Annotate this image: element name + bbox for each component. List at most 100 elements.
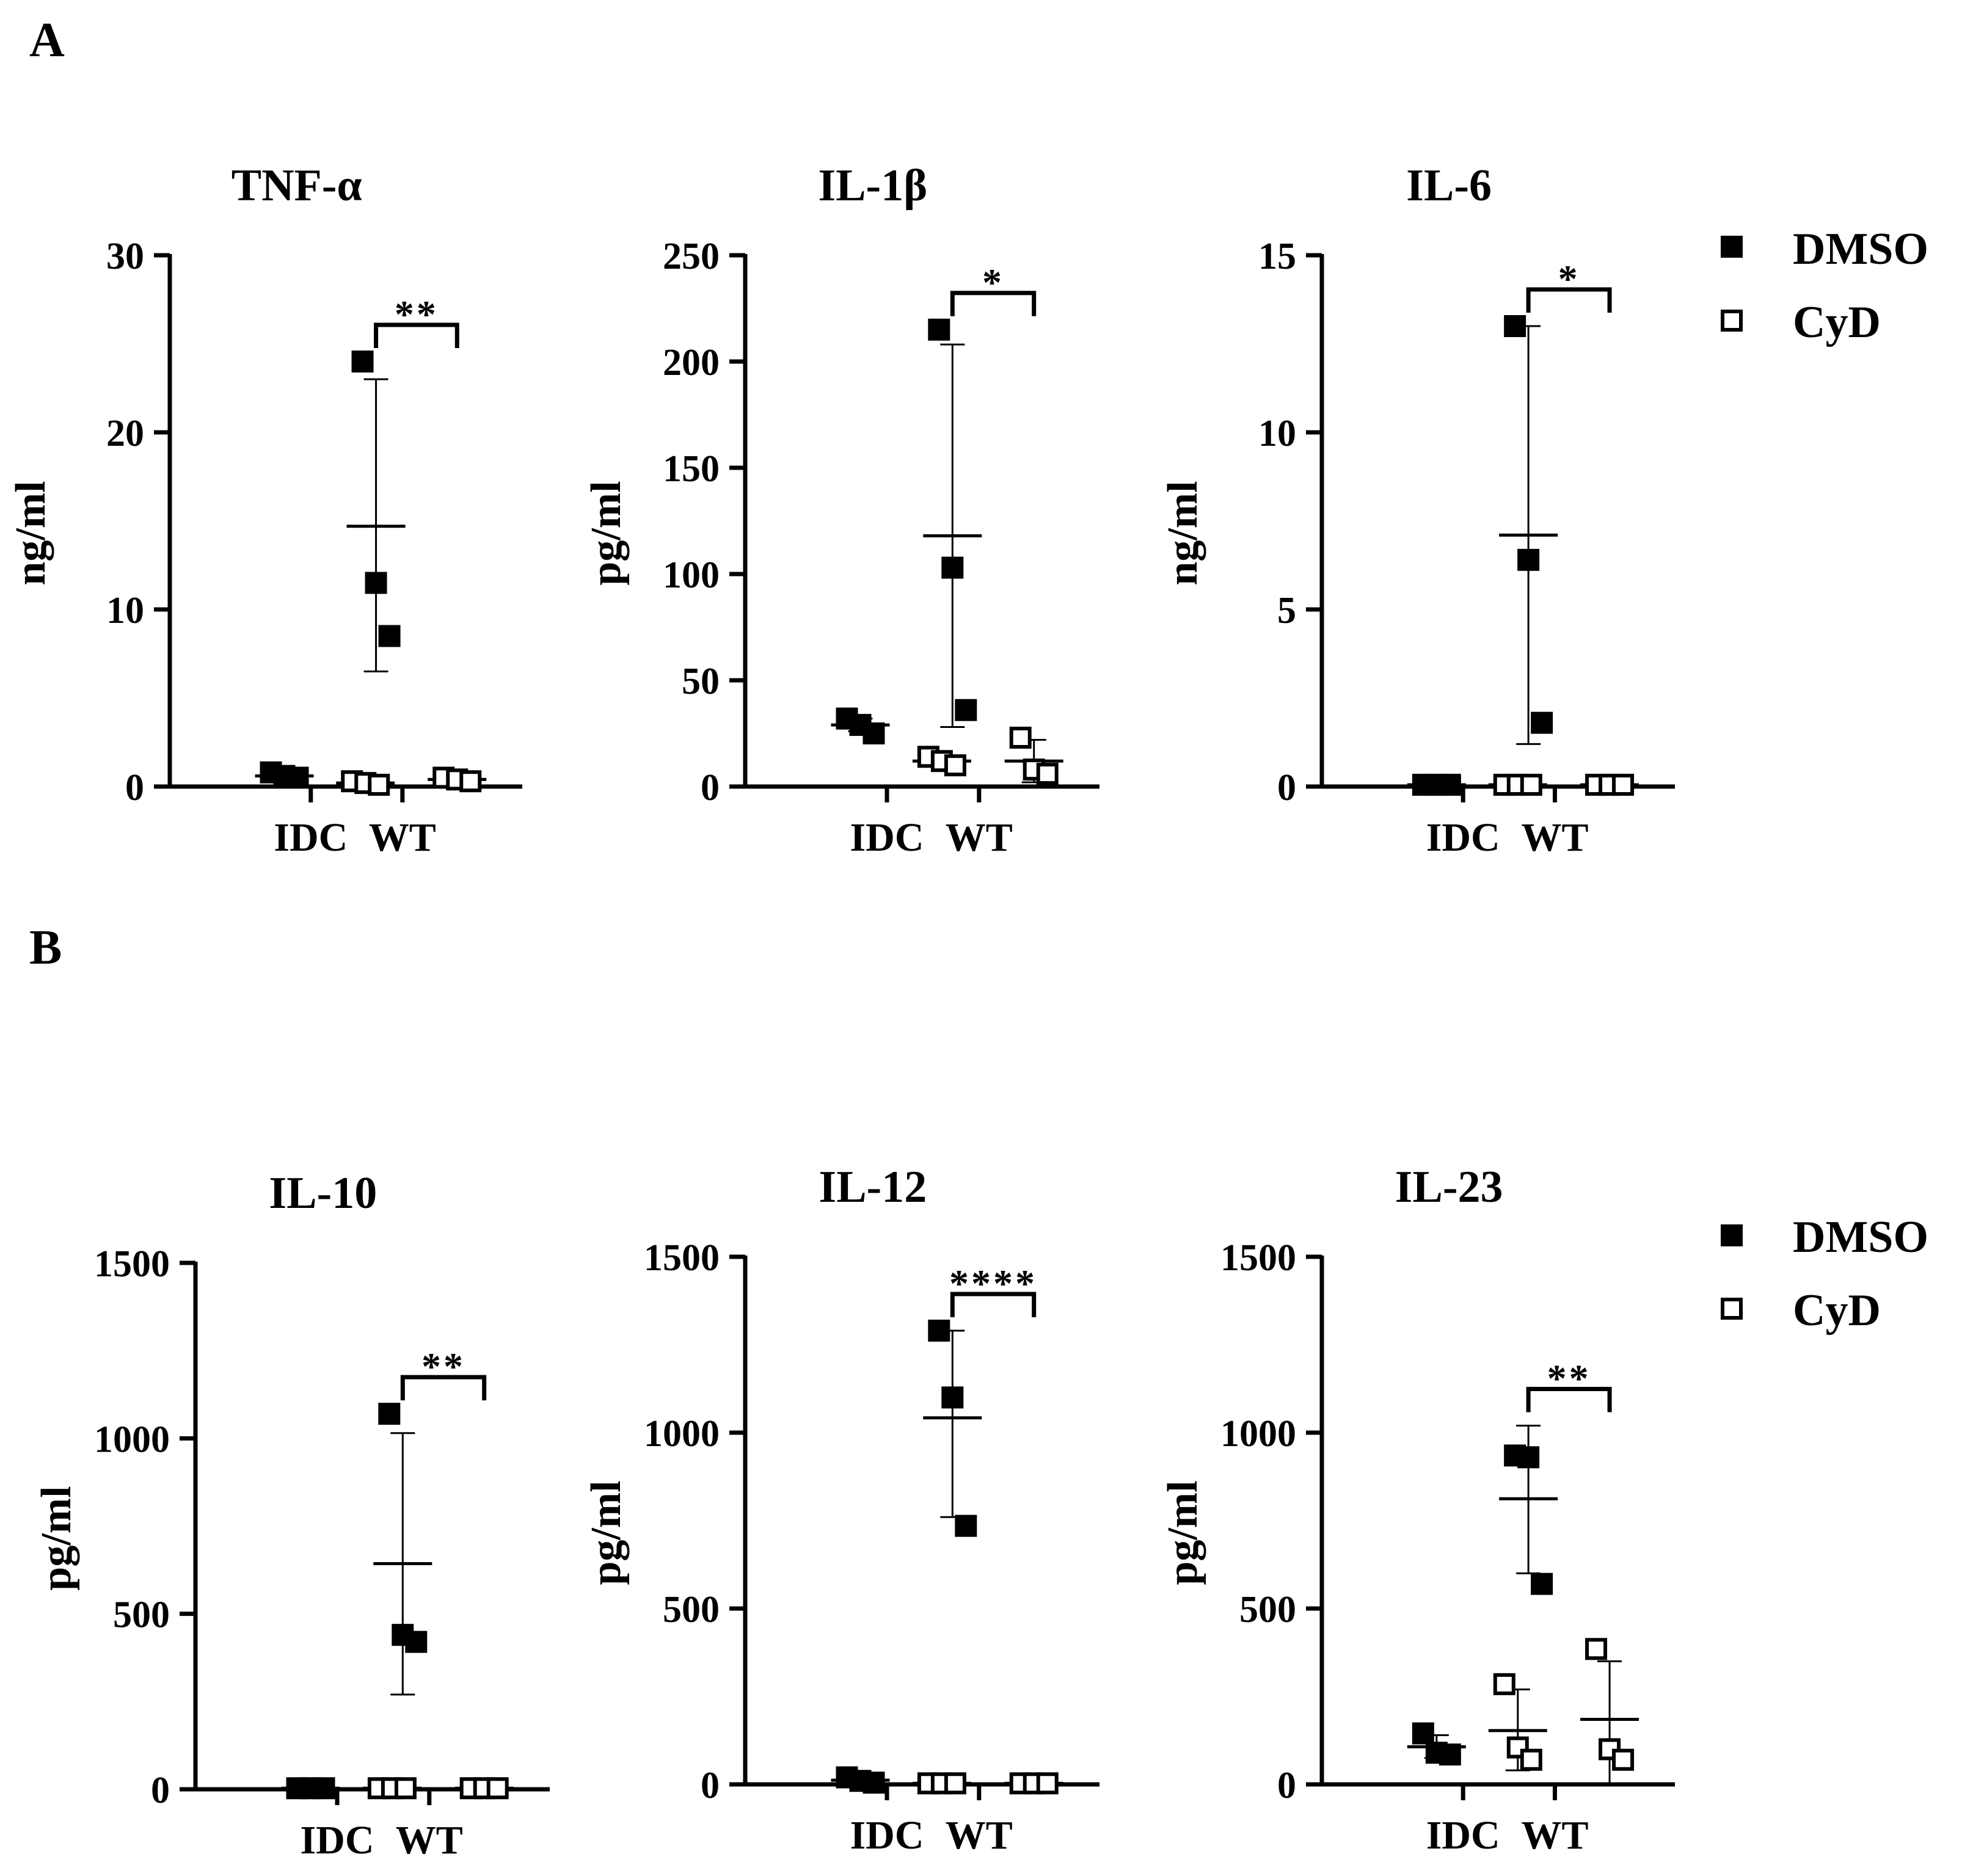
y-axis-label: pg/ml	[33, 1486, 80, 1590]
significance-label: *	[1558, 257, 1580, 300]
y-tick-label: 20	[106, 413, 144, 454]
y-tick-label: 0	[1277, 767, 1296, 809]
data-point-dmso	[955, 699, 977, 721]
data-point-dmso	[1412, 1722, 1434, 1745]
y-tick-label: 0	[701, 1765, 720, 1806]
chart-title: TNF-α	[232, 161, 362, 211]
legend-cyd-marker	[1721, 310, 1743, 332]
significance-bracket	[1526, 1386, 1612, 1412]
y-tick-label: 100	[663, 554, 720, 596]
y-axis-label: pg/ml	[583, 481, 630, 585]
legend-dmso-marker	[1721, 236, 1743, 258]
data-point-dmso	[1439, 774, 1461, 796]
x-tick-label: IDC	[300, 1818, 374, 1863]
y-tick-label: 0	[151, 1770, 170, 1811]
data-point-cyd	[368, 774, 390, 796]
chart-title: IL-23	[1395, 1162, 1503, 1212]
y-tick-label: 0	[125, 767, 144, 809]
y-tick-label: 1000	[1220, 1413, 1296, 1455]
data-point-dmso	[378, 1403, 401, 1425]
chart-il23: IL-23 pg/ml 0 500 1000 1500 IDC WT **	[1159, 1162, 1675, 1858]
data-point-cyd	[459, 770, 482, 793]
significance-bracket	[400, 1375, 487, 1401]
data-point-dmso	[286, 766, 309, 789]
chart-tnf: TNF-α ng/ml 0 10 20 30 IDC WT **	[7, 161, 522, 860]
y-tick-label: 1500	[94, 1243, 170, 1285]
x-tick-label: WT	[946, 1813, 1013, 1858]
data-point-dmso	[862, 722, 885, 744]
y-tick-label: 200	[663, 342, 720, 384]
legend-dmso-label: DMSO	[1793, 224, 1928, 274]
x-tick-label: IDC	[850, 1813, 924, 1858]
y-tick-label: 1000	[644, 1413, 720, 1455]
panel-label-b: B	[29, 921, 62, 975]
data-point-dmso	[1439, 1743, 1461, 1766]
legend-top: DMSO CyD	[1721, 224, 1928, 347]
data-point-dmso	[378, 625, 401, 647]
data-point-dmso	[941, 556, 964, 579]
x-tick-label: IDC	[1426, 1813, 1500, 1858]
data-point-dmso	[313, 1777, 335, 1800]
data-point-cyd	[1612, 1748, 1635, 1771]
significance-label: **	[421, 1345, 465, 1388]
y-tick-label: 1500	[644, 1237, 720, 1279]
data-point-cyd	[1036, 763, 1059, 785]
data-point-cyd	[944, 754, 966, 777]
y-tick-label: 10	[1258, 413, 1296, 454]
significance-bracket	[1526, 287, 1612, 313]
significance-bracket	[950, 1292, 1037, 1317]
data-point-cyd	[1520, 774, 1542, 796]
y-axis-label: pg/ml	[583, 1480, 630, 1585]
data-point-dmso	[955, 1514, 977, 1537]
y-tick-label: 1500	[1220, 1237, 1296, 1279]
y-axis-label: pg/ml	[1159, 1480, 1206, 1585]
chart-il10: IL-10 pg/ml 0 500 1000 1500 IDC WT **	[33, 1168, 550, 1863]
y-tick-label: 500	[1239, 1589, 1296, 1631]
x-tick-label: IDC	[1426, 815, 1500, 860]
legend-cyd-label: CyD	[1793, 1285, 1881, 1336]
chart-il1b: IL-1β pg/ml 0 50 100 150 200 250 IDC WT *	[583, 161, 1100, 860]
panel-label-a: A	[29, 13, 65, 67]
y-tick-label: 0	[1277, 1765, 1296, 1806]
data-point-cyd	[1493, 1673, 1515, 1695]
legend-bottom: DMSO CyD	[1721, 1212, 1928, 1336]
data-point-dmso	[1504, 315, 1526, 337]
data-point-dmso	[1517, 548, 1540, 571]
legend-dmso-label: DMSO	[1793, 1212, 1928, 1262]
x-tick-label: WT	[396, 1818, 463, 1863]
data-point-cyd	[1009, 726, 1032, 749]
y-tick-label: 500	[113, 1594, 170, 1636]
data-point-cyd	[486, 1777, 509, 1800]
y-tick-label: 15	[1258, 236, 1296, 277]
x-tick-label: IDC	[850, 815, 924, 860]
x-tick-label: IDC	[274, 815, 348, 860]
chart-il6: IL-6 ng/ml 0 5 10 15 IDC WT *	[1159, 161, 1675, 860]
chart-title: IL-1β	[818, 161, 927, 211]
chart-il12: IL-12 pg/ml 0 500 1000 1500 IDC WT ****	[583, 1162, 1100, 1858]
legend-cyd-label: CyD	[1793, 297, 1881, 347]
y-tick-label: 500	[663, 1589, 720, 1631]
x-tick-label: WT	[1521, 1813, 1588, 1858]
data-point-dmso	[941, 1386, 964, 1409]
significance-bracket	[374, 322, 459, 348]
significance-bracket	[950, 291, 1037, 316]
x-tick-label: WT	[946, 815, 1013, 860]
legend-cyd-marker	[1721, 1298, 1743, 1320]
chart-title: IL-10	[269, 1168, 377, 1218]
legend-dmso-marker	[1721, 1224, 1743, 1246]
data-point-cyd	[394, 1777, 417, 1800]
data-point-dmso	[1531, 711, 1553, 734]
data-point-dmso	[351, 351, 374, 373]
significance-label: *	[982, 261, 1004, 304]
y-tick-label: 0	[701, 767, 720, 809]
data-point-cyd	[1585, 1638, 1608, 1660]
chart-title: IL-12	[819, 1162, 927, 1212]
data-point-dmso	[405, 1631, 428, 1653]
data-point-dmso	[862, 1772, 885, 1794]
y-tick-label: 250	[663, 236, 720, 277]
data-point-dmso	[1517, 1446, 1540, 1469]
data-point-cyd	[1520, 1748, 1542, 1771]
y-axis-label: ng/ml	[1159, 481, 1206, 585]
